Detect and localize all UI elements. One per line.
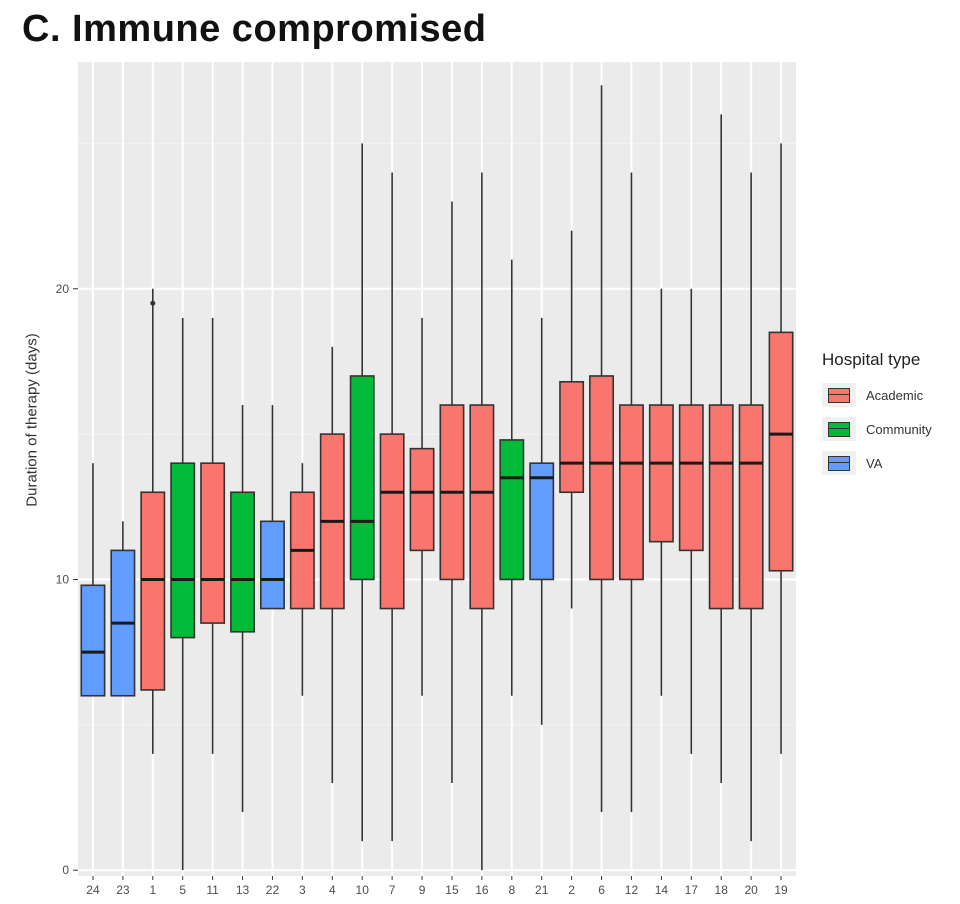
x-tick-label: 1 bbox=[149, 883, 156, 897]
legend-label-academic: Academic bbox=[866, 387, 924, 403]
x-tick-label: 8 bbox=[508, 883, 515, 897]
box bbox=[170, 462, 196, 639]
x-tick-label: 14 bbox=[655, 883, 669, 897]
legend-item-va: VA bbox=[822, 446, 932, 480]
y-tick-label: 20 bbox=[56, 282, 70, 296]
y-axis-label: Duration of therapy (days) bbox=[23, 333, 41, 507]
legend-title: Hospital type bbox=[822, 350, 921, 369]
x-tick-label: 20 bbox=[744, 883, 758, 897]
legend-key-academic bbox=[822, 383, 856, 407]
x-tick-label: 17 bbox=[685, 883, 699, 897]
y-tick-label: 0 bbox=[62, 863, 69, 877]
legend-item-academic: Academic bbox=[822, 378, 932, 412]
legend-median-line bbox=[828, 428, 850, 429]
x-tick-label: 4 bbox=[329, 883, 336, 897]
box bbox=[140, 491, 166, 691]
x-tick-label: 18 bbox=[715, 883, 729, 897]
x-tick-label: 12 bbox=[625, 883, 639, 897]
box bbox=[589, 375, 615, 581]
x-tick-label: 15 bbox=[445, 883, 459, 897]
y-tick-label: 10 bbox=[56, 572, 70, 586]
box bbox=[80, 584, 106, 697]
plot-panel bbox=[78, 62, 796, 876]
x-tick-label: 3 bbox=[299, 883, 306, 897]
box bbox=[349, 375, 375, 581]
legend: Hospital type Academic Community VA bbox=[822, 350, 932, 480]
legend-swatch-community bbox=[828, 422, 850, 437]
box bbox=[499, 439, 525, 581]
legend-key-va bbox=[822, 451, 856, 475]
x-tick-label: 7 bbox=[389, 883, 396, 897]
legend-item-community: Community bbox=[822, 412, 932, 446]
box bbox=[738, 404, 764, 610]
box bbox=[529, 462, 555, 581]
outlier-point bbox=[150, 300, 156, 306]
x-tick-label: 19 bbox=[774, 883, 788, 897]
x-tick-label: 23 bbox=[116, 883, 130, 897]
x-tick-label: 5 bbox=[179, 883, 186, 897]
legend-swatch-academic bbox=[828, 388, 850, 403]
box bbox=[708, 404, 734, 610]
legend-swatch-va bbox=[828, 456, 850, 471]
legend-median-line bbox=[828, 394, 850, 395]
box bbox=[379, 433, 405, 610]
box bbox=[259, 520, 285, 610]
box bbox=[648, 404, 674, 543]
x-tick-label: 13 bbox=[236, 883, 250, 897]
x-tick-label: 6 bbox=[598, 883, 605, 897]
box bbox=[409, 447, 435, 552]
x-tick-label: 22 bbox=[266, 883, 280, 897]
legend-label-va: VA bbox=[866, 455, 883, 471]
x-tick-label: 11 bbox=[206, 883, 219, 897]
x-tick-label: 21 bbox=[535, 883, 549, 897]
box bbox=[768, 331, 794, 572]
x-tick-label: 9 bbox=[419, 883, 426, 897]
box bbox=[200, 462, 226, 624]
x-tick-label: 24 bbox=[86, 883, 100, 897]
box bbox=[469, 404, 495, 610]
x-tick-label: 10 bbox=[356, 883, 370, 897]
legend-median-line bbox=[828, 462, 850, 463]
x-tick-label: 16 bbox=[475, 883, 489, 897]
x-tick-label: 2 bbox=[568, 883, 575, 897]
box bbox=[230, 491, 256, 633]
box bbox=[559, 380, 585, 494]
box bbox=[678, 404, 704, 552]
box bbox=[618, 404, 644, 581]
legend-label-community: Community bbox=[866, 421, 932, 437]
legend-key-community bbox=[822, 417, 856, 441]
page-title: C. Immune compromised bbox=[22, 8, 487, 50]
